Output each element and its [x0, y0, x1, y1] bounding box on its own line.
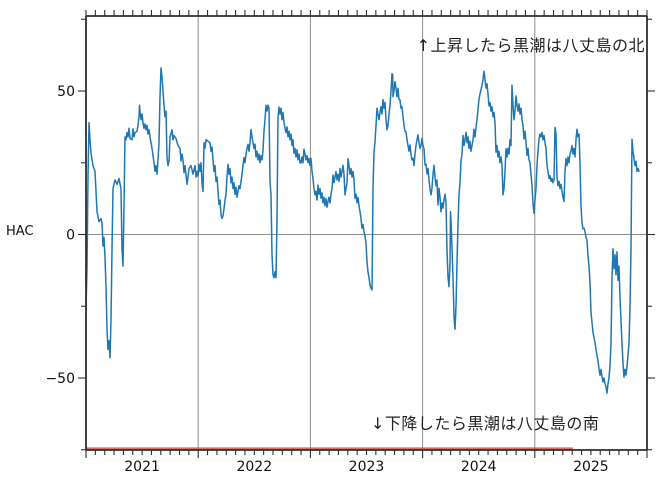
x-tick-label: 2021: [124, 459, 160, 475]
series-line-HAC: [85, 67, 640, 394]
annotation-kuroshio-north: ↑上昇したら黒潮は八丈島の北: [416, 36, 645, 55]
y-tick-label: 50: [57, 84, 75, 100]
x-tick-label: 2022: [236, 459, 272, 475]
axis-ticks: [78, 10, 655, 458]
tick-labels: 50 0 −50 2021 2022 2023 2024 2025: [45, 84, 608, 475]
axes-spines: [85, 15, 648, 451]
y-axis-label: HAC: [6, 224, 34, 239]
y-tick-label: −50: [45, 371, 75, 387]
gridlines: [86, 16, 647, 450]
x-tick-label: 2025: [573, 459, 609, 475]
y-tick-label: 0: [66, 228, 75, 244]
x-tick-label: 2023: [349, 459, 385, 475]
x-tick-label: 2024: [461, 459, 497, 475]
annotation-kuroshio-south: ↓下降したら黒潮は八丈島の南: [371, 414, 600, 433]
